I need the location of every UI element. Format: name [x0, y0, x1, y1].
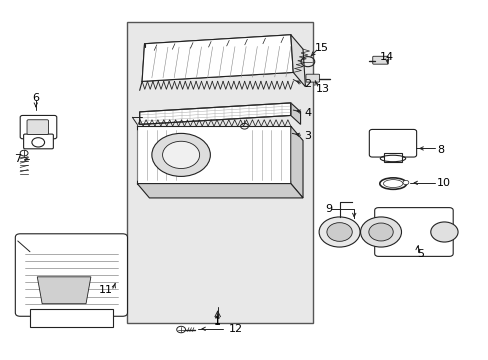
- Text: 1: 1: [214, 317, 221, 327]
- Bar: [127, 22, 312, 323]
- Text: 5: 5: [417, 249, 424, 259]
- FancyBboxPatch shape: [20, 116, 57, 139]
- Text: 8: 8: [436, 144, 443, 154]
- Polygon shape: [142, 35, 293, 81]
- Polygon shape: [137, 184, 303, 198]
- FancyBboxPatch shape: [372, 56, 387, 64]
- Circle shape: [368, 223, 392, 241]
- Polygon shape: [137, 126, 290, 184]
- FancyBboxPatch shape: [368, 130, 416, 157]
- Bar: [384, 153, 401, 162]
- Polygon shape: [290, 103, 300, 125]
- Text: 10: 10: [436, 178, 450, 188]
- Text: 12: 12: [228, 324, 243, 334]
- FancyBboxPatch shape: [23, 134, 53, 149]
- Text: 6: 6: [32, 93, 39, 103]
- Circle shape: [430, 222, 457, 242]
- Text: 1: 1: [214, 316, 221, 325]
- Text: 15: 15: [314, 43, 328, 53]
- Text: 14: 14: [380, 52, 394, 62]
- Text: 7: 7: [14, 154, 21, 164]
- Text: 9: 9: [325, 204, 332, 214]
- Text: 13: 13: [315, 84, 329, 94]
- Circle shape: [360, 217, 401, 247]
- FancyBboxPatch shape: [15, 234, 127, 316]
- Text: 3: 3: [304, 131, 310, 141]
- Polygon shape: [290, 35, 305, 87]
- Circle shape: [176, 326, 185, 333]
- Polygon shape: [140, 103, 290, 125]
- Circle shape: [326, 223, 351, 241]
- FancyBboxPatch shape: [305, 74, 319, 82]
- Text: 11: 11: [98, 285, 112, 295]
- FancyBboxPatch shape: [374, 208, 452, 256]
- Polygon shape: [290, 126, 303, 198]
- FancyBboxPatch shape: [27, 120, 48, 134]
- Circle shape: [319, 217, 359, 247]
- Bar: [30, 309, 113, 327]
- Text: 2: 2: [304, 79, 311, 89]
- Circle shape: [162, 141, 199, 168]
- Circle shape: [402, 180, 408, 185]
- Text: 4: 4: [304, 108, 311, 118]
- Polygon shape: [37, 277, 91, 304]
- Circle shape: [152, 134, 210, 176]
